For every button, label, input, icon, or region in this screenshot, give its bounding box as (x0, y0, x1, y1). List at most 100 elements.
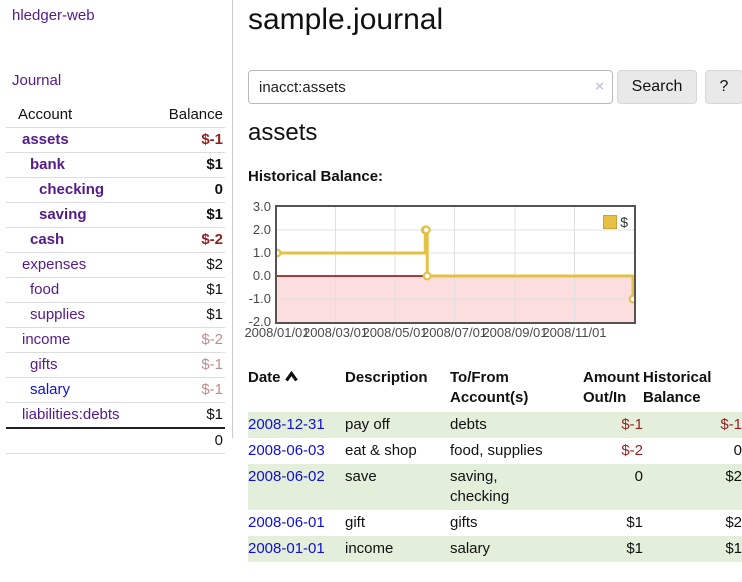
chart-y-axis-labels: 3.0 2.0 1.0 0.0 -1.0 -2.0 (248, 200, 271, 329)
account-row-liabilities-debts: liabilities:debts $1 (6, 402, 225, 429)
account-table-header: Account Balance (6, 103, 225, 128)
chart-legend: $ (603, 214, 628, 230)
x-tick-label: 2008/03/01 (302, 325, 369, 340)
account-total-balance: 0 (152, 427, 225, 454)
x-tick-label: 2008/11/01 (542, 325, 607, 340)
transaction-accounts: debts (450, 416, 487, 433)
account-link-cash[interactable]: cash (30, 231, 65, 248)
transaction-balance: $-1 (720, 416, 742, 433)
sidebar: hledger-web Journal Account Balance asse… (0, 0, 233, 454)
account-balance: $1 (152, 302, 225, 328)
legend-label: $ (620, 214, 628, 230)
transaction-amount: $1 (626, 540, 643, 557)
column-header-description: Description (345, 369, 428, 386)
balance-column-header: Balance (152, 103, 225, 128)
transaction-balance: $1 (725, 540, 742, 557)
account-link-salary[interactable]: salary (30, 381, 71, 398)
account-row-gifts: gifts $-1 (6, 352, 225, 378)
transaction-accounts: food, supplies (450, 442, 543, 459)
column-header-amount: Amount Out/In (583, 369, 640, 406)
transaction-amount: $1 (626, 514, 643, 531)
account-link-checking[interactable]: checking (39, 181, 105, 198)
account-link-gifts[interactable]: gifts (30, 356, 58, 373)
account-row-saving: saving $1 (6, 202, 225, 228)
account-balance: 0 (152, 177, 225, 203)
transaction-description: save (345, 468, 377, 485)
account-balance: $1 (152, 202, 225, 228)
account-balance: $-1 (152, 127, 225, 153)
transaction-balance: 0 (733, 442, 742, 459)
clear-search-icon[interactable]: × (595, 78, 604, 95)
account-link-saving[interactable]: saving (39, 206, 87, 223)
register-row: 2008-06-03 eat & shop food, supplies $-2… (248, 438, 742, 464)
account-balance: $-1 (152, 352, 225, 378)
main-content: sample.journal × Search ? assets Histori… (244, 0, 742, 582)
account-link-expenses[interactable]: expenses (22, 256, 87, 273)
y-tick-label: 2.0 (252, 222, 271, 237)
account-row-cash: cash $-2 (6, 227, 225, 253)
y-tick-label: 1.0 (252, 245, 271, 260)
chart-x-axis-labels: 2008/01/01 2008/03/01 2008/05/01 2008/07/01… (244, 325, 742, 341)
account-balance: $1 (152, 402, 225, 429)
transaction-date-link[interactable]: 2008-06-01 (248, 514, 325, 531)
account-balance-table: Account Balance assets $-1 bank $1 check… (6, 103, 225, 454)
account-total-row: 0 (6, 427, 225, 454)
app-brand-link[interactable]: hledger-web (12, 7, 95, 24)
transaction-description: income (345, 540, 394, 557)
account-balance: $-1 (152, 377, 225, 403)
transaction-date-link[interactable]: 2008-06-02 (248, 468, 325, 485)
transaction-description: pay off (345, 416, 390, 433)
register-row: 2008-12-31 pay off debts $-1 $-1 (248, 412, 742, 438)
register-row: 2008-06-01 gift gifts $1 $2 (248, 510, 742, 536)
transaction-amount: $-2 (621, 442, 643, 459)
account-link-liabilities-debts[interactable]: liabilities:debts (22, 406, 120, 423)
account-link-income[interactable]: income (22, 331, 71, 348)
account-link-food[interactable]: food (30, 281, 60, 298)
transaction-date-link[interactable]: 2008-01-01 (248, 540, 325, 557)
transaction-date-link[interactable]: 2008-06-03 (248, 442, 325, 459)
account-link-assets[interactable]: assets (22, 131, 69, 148)
historical-balance-chart[interactable]: $ (275, 205, 636, 324)
register-table: Date Description To/From Account(s) Amou… (248, 366, 742, 562)
transaction-amount: 0 (634, 468, 643, 485)
column-header-date[interactable]: Date (248, 366, 345, 412)
search-button[interactable]: Search (617, 70, 697, 104)
transaction-amount: $-1 (621, 416, 643, 433)
x-tick-label: 2008/09/01 (482, 325, 548, 340)
account-row-assets: assets $-1 (6, 127, 225, 153)
account-balance: $-2 (152, 227, 225, 253)
x-tick-label: 2008/01/01 (244, 325, 310, 340)
y-tick-label: -2.0 (248, 314, 271, 329)
account-link-bank[interactable]: bank (30, 156, 66, 173)
account-balance: $-2 (152, 327, 225, 353)
chart-canvas (277, 207, 634, 322)
search-form: × Search ? (248, 70, 742, 104)
chart-label: Historical Balance: (248, 168, 384, 185)
sort-ascending-icon (284, 368, 298, 388)
legend-swatch-icon (603, 215, 618, 229)
x-tick-label: 2008/05/01 (362, 325, 428, 340)
search-input[interactable] (248, 70, 613, 104)
account-row-food: food $1 (6, 277, 225, 303)
x-tick-label: 2008/07/01 (421, 325, 488, 340)
transaction-accounts: salary (450, 540, 491, 557)
transaction-description: gift (345, 514, 366, 531)
y-tick-label: 3.0 (252, 199, 271, 214)
account-row-bank: bank $1 (6, 152, 225, 178)
account-balance: $1 (152, 152, 225, 178)
transaction-date-link[interactable]: 2008-12-31 (248, 416, 325, 433)
column-header-accounts: To/From Account(s) (450, 369, 529, 406)
register-row: 2008-06-02 save saving, checking 0 $2 (248, 464, 742, 510)
account-row-expenses: expenses $2 (6, 252, 225, 278)
help-button[interactable]: ? (705, 70, 742, 104)
transaction-description: eat & shop (345, 442, 417, 459)
account-balance: $2 (152, 252, 225, 278)
y-tick-label: -1.0 (248, 291, 271, 306)
account-row-income: income $-2 (6, 327, 225, 353)
register-row: 2008-01-01 income salary $1 $1 (248, 536, 742, 562)
y-tick-label: 0.0 (252, 268, 271, 283)
account-row-supplies: supplies $1 (6, 302, 225, 328)
account-link-supplies[interactable]: supplies (30, 306, 86, 323)
transaction-balance: $2 (725, 514, 742, 531)
sidebar-item-journal[interactable]: Journal (12, 72, 62, 89)
